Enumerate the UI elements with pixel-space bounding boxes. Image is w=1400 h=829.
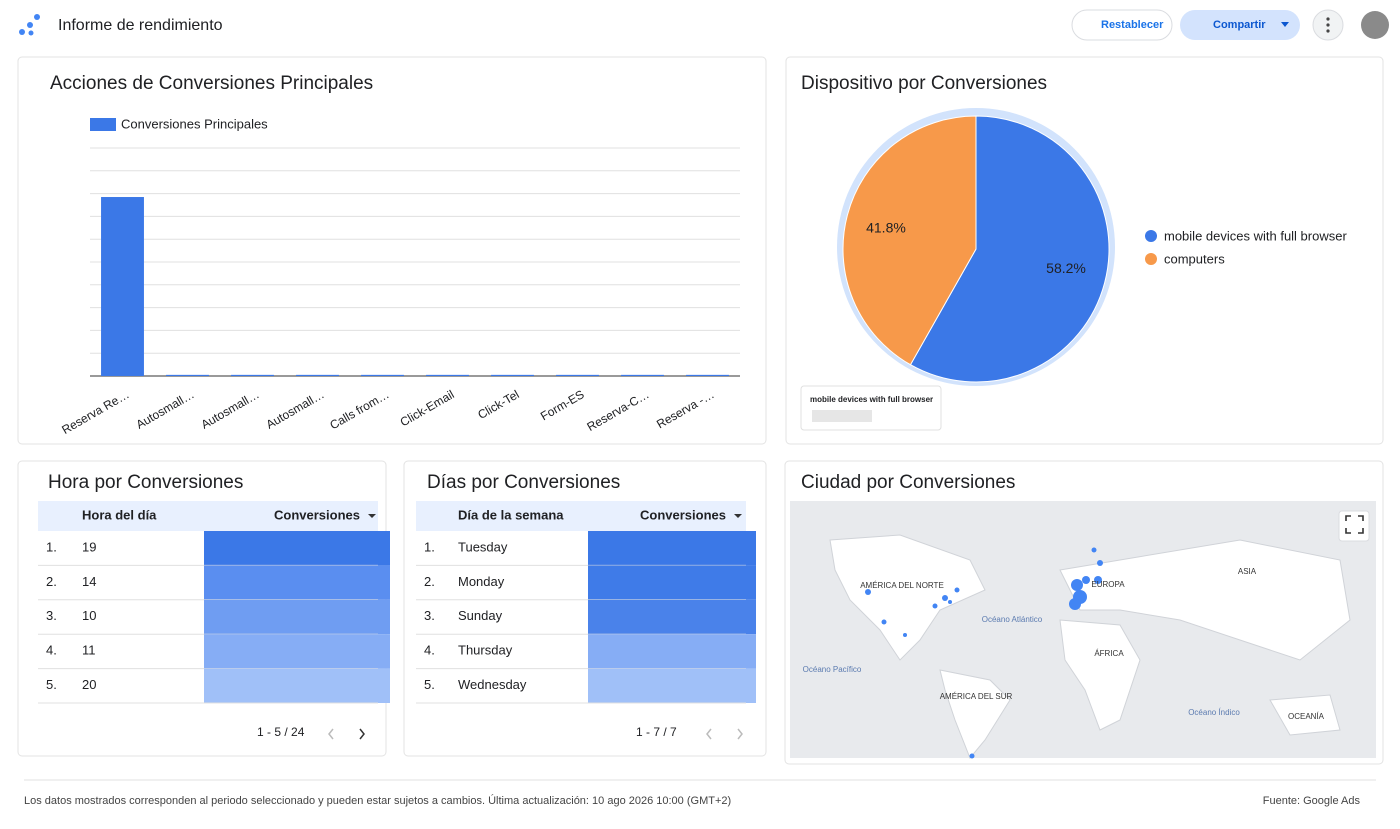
map-points [865, 547, 1103, 759]
share-button[interactable] [1180, 10, 1300, 40]
row-number: 1. [424, 539, 435, 554]
fullscreen-icon [1345, 515, 1364, 534]
conversion-cell [204, 531, 390, 566]
share-dropdown[interactable] [1281, 22, 1289, 27]
row-label: 10 [82, 608, 96, 623]
conversion-cell [588, 599, 756, 635]
bar [231, 374, 274, 376]
table-header [416, 501, 746, 531]
chart-title: Acciones de Conversiones Principales [50, 73, 373, 94]
conversion-cell [204, 634, 390, 669]
table-title: Hora por Conversiones [48, 472, 243, 493]
slice-label: 58.2% [1046, 260, 1086, 276]
map-title: Ciudad por Conversiones [801, 472, 1015, 493]
row-number: 1. [46, 539, 57, 554]
table-title: Días por Conversiones [427, 472, 620, 493]
pie-slice [909, 115, 1110, 383]
conversion-cell [588, 531, 756, 566]
map-label: AMÉRICA DEL NORTE [860, 581, 944, 590]
legend-swatch [90, 118, 116, 131]
row-label: 14 [82, 574, 96, 589]
map-label: ASIA [1238, 567, 1257, 576]
prev-page[interactable] [328, 728, 334, 740]
sort-icon [368, 514, 376, 518]
row-number: 5. [46, 677, 57, 692]
conversion-cell [204, 668, 390, 703]
row-number: 4. [46, 643, 57, 658]
conversion-cell [204, 565, 390, 600]
row-number: 2. [424, 574, 435, 589]
fullscreen-button[interactable] [1338, 510, 1370, 542]
menu-icon [1326, 17, 1330, 33]
row-label: 11 [82, 643, 96, 658]
map-label: OCEANÍA [1288, 712, 1325, 721]
legend-label: computers [1164, 251, 1225, 266]
row-number: 3. [424, 608, 435, 623]
share-label[interactable]: Compartir [1213, 19, 1266, 31]
legend-label: Conversiones Principales [121, 116, 268, 131]
row-label: 19 [82, 539, 96, 554]
row-label: 20 [82, 677, 96, 692]
bar [621, 374, 664, 376]
landmass [829, 534, 1351, 759]
footer-note: Los datos mostrados corresponden al peri… [24, 794, 731, 807]
panel [17, 56, 767, 445]
sort-icon [734, 514, 742, 518]
pagination: 1 - 7 / 7 [636, 725, 677, 739]
reset-button[interactable] [1071, 9, 1173, 41]
column-header[interactable]: Conversiones [640, 507, 726, 522]
bar [556, 374, 599, 376]
tooltip-label: mobile devices with full browser [810, 395, 933, 404]
map-label: EUROPA [1091, 580, 1125, 589]
column-header: Hora del día [82, 507, 157, 522]
row-label: Sunday [458, 608, 503, 623]
conversion-cell [588, 668, 756, 703]
map-label: Océano Pacífico [803, 665, 862, 674]
chart-title: Dispositivo por Conversiones [801, 73, 1047, 94]
bar [491, 374, 534, 376]
bar [361, 374, 404, 376]
legend-dot [1145, 230, 1157, 242]
slice-label: 41.8% [866, 219, 906, 235]
row-number: 4. [424, 643, 435, 658]
pie-slice [842, 115, 977, 366]
row-number: 5. [424, 677, 435, 692]
conversion-cell [588, 634, 756, 669]
map-label: ÁFRICA [1094, 649, 1124, 658]
logo [19, 14, 40, 36]
bar [101, 197, 144, 376]
next-page[interactable] [359, 728, 365, 740]
pagination: 1 - 5 / 24 [257, 725, 305, 739]
tooltip-value [812, 410, 872, 422]
bar [166, 374, 209, 376]
prev-page[interactable] [706, 728, 712, 740]
map-label: Océano Índico [1188, 708, 1240, 717]
footer-source: Fuente: Google Ads [1263, 795, 1361, 807]
conversion-cell [588, 565, 756, 600]
row-label: Tuesday [458, 539, 508, 554]
next-page[interactable] [737, 728, 743, 740]
legend-dot [1145, 253, 1157, 265]
table-header [38, 501, 378, 531]
legend-label: mobile devices with full browser [1164, 228, 1347, 243]
map-label: AMÉRICA DEL SUR [940, 692, 1013, 701]
map-label: Océano Atlántico [982, 615, 1043, 624]
column-header[interactable]: Conversiones [274, 507, 360, 522]
row-label: Wednesday [458, 677, 527, 692]
bar [426, 374, 469, 376]
bar [686, 374, 729, 376]
row-number: 2. [46, 574, 57, 589]
conversion-cell [204, 599, 390, 635]
row-label: Monday [458, 574, 505, 589]
reset-label[interactable]: Restablecer [1101, 19, 1164, 31]
report-title: Informe de rendimiento [58, 17, 223, 34]
row-label: Thursday [458, 643, 513, 658]
row-number: 3. [46, 608, 57, 623]
avatar[interactable] [1361, 11, 1389, 39]
tooltip [800, 385, 942, 431]
bar [296, 374, 339, 376]
column-header: Día de la semana [458, 507, 564, 522]
